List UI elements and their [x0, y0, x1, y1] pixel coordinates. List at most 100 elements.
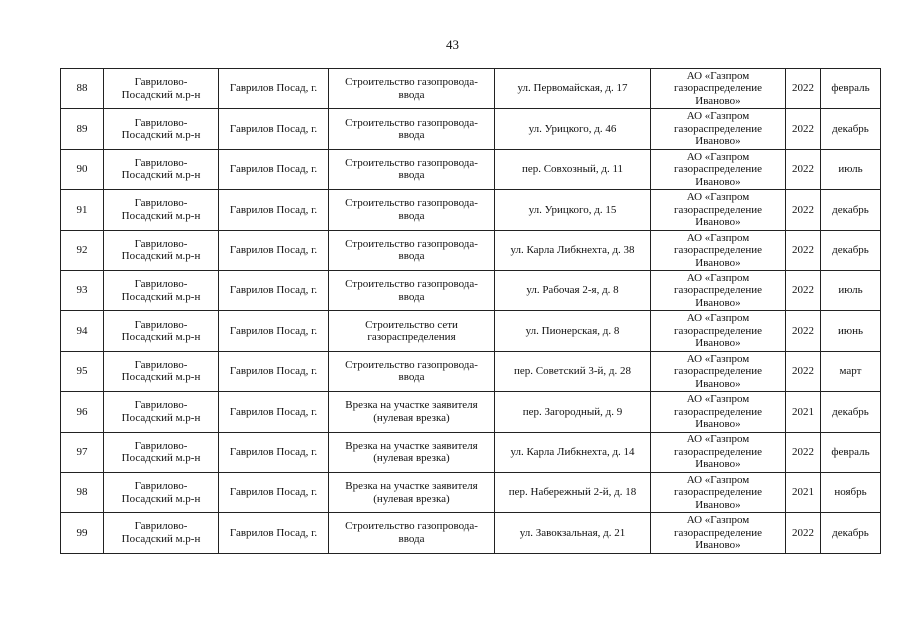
district-cell: Гаврилово- Посадский м.р-н [103, 310, 219, 352]
month-cell: февраль [820, 67, 881, 110]
district-cell: Гаврилово- Посадский м.р-н [103, 471, 219, 514]
organization-cell: АО «Газпром газораспределение Иваново» [650, 229, 786, 271]
row-number: 95 [60, 350, 104, 393]
year-cell: 2022 [785, 269, 821, 312]
month-cell: декабрь [820, 108, 881, 150]
organization-cell: АО «Газпром газораспределение Иваново» [650, 269, 786, 312]
table-row: 92 Гаврилово- Посадский м.р-н Гаврилов Пос… [60, 229, 881, 271]
work-type-cell: Строительство газопровода- ввода [328, 512, 495, 554]
organization-cell: АО «Газпром газораспределение Иваново» [650, 350, 786, 393]
city-cell: Гаврилов Посад, г. [218, 269, 329, 312]
work-type-cell: Строительство газопровода- ввода [328, 67, 495, 110]
district-cell: Гаврилово- Посадский м.р-н [103, 391, 219, 433]
address-cell: ул. Карла Либкнехта, д. 38 [494, 229, 651, 271]
organization-cell: АО «Газпром газораспределение Иваново» [650, 391, 786, 433]
address-cell: ул. Завокзальная, д. 21 [494, 512, 651, 554]
work-type-cell: Строительство сети газораспределения [328, 310, 495, 352]
organization-cell: АО «Газпром газораспределение Иваново» [650, 471, 786, 514]
city-cell: Гаврилов Посад, г. [218, 229, 329, 271]
row-number: 88 [60, 67, 104, 110]
address-cell: ул. Урицкого, д. 46 [494, 108, 651, 150]
table-row: 95 Гаврилово- Посадский м.р-н Гаврилов Пос… [60, 350, 881, 393]
address-cell: пер. Набережный 2-й, д. 18 [494, 471, 651, 514]
address-cell: пер. Советский 3-й, д. 28 [494, 350, 651, 393]
district-cell: Гаврилово- Посадский м.р-н [103, 350, 219, 393]
row-number: 93 [60, 269, 104, 312]
month-cell: декабрь [820, 391, 881, 433]
organization-cell: АО «Газпром газораспределение Иваново» [650, 108, 786, 150]
city-cell: Гаврилов Посад, г. [218, 391, 329, 433]
year-cell: 2022 [785, 67, 821, 110]
district-cell: Гаврилово- Посадский м.р-н [103, 512, 219, 554]
work-type-cell: Строительство газопровода- ввода [328, 229, 495, 271]
city-cell: Гаврилов Посад, г. [218, 471, 329, 514]
table-row: 98 Гаврилово- Посадский м.р-н Гаврилов Пос… [60, 471, 881, 514]
month-cell: март [820, 350, 881, 393]
row-number: 99 [60, 512, 104, 554]
table-row: 99 Гаврилово- Посадский м.р-н Гаврилов Пос… [60, 512, 881, 554]
month-cell: июль [820, 148, 881, 191]
table-row: 96 Гаврилово- Посадский м.р-н Гаврилов Пос… [60, 391, 881, 433]
city-cell: Гаврилов Посад, г. [218, 350, 329, 393]
year-cell: 2022 [785, 108, 821, 150]
city-cell: Гаврилов Посад, г. [218, 108, 329, 150]
work-type-cell: Строительство газопровода- ввода [328, 148, 495, 191]
work-type-cell: Строительство газопровода- ввода [328, 269, 495, 312]
city-cell: Гаврилов Посад, г. [218, 310, 329, 352]
work-type-cell: Строительство газопровода- ввода [328, 350, 495, 393]
work-type-cell: Строительство газопровода- ввода [328, 189, 495, 231]
address-cell: пер. Совхозный, д. 11 [494, 148, 651, 191]
row-number: 91 [60, 189, 104, 231]
work-type-cell: Врезка на участке заявителя (нулевая вре… [328, 431, 495, 473]
city-cell: Гаврилов Посад, г. [218, 67, 329, 110]
year-cell: 2021 [785, 471, 821, 514]
address-cell: ул. Первомайская, д. 17 [494, 67, 651, 110]
work-type-cell: Врезка на участке заявителя (нулевая вре… [328, 471, 495, 514]
table-row: 97 Гаврилово- Посадский м.р-н Гаврилов Пос… [60, 431, 881, 473]
month-cell: декабрь [820, 229, 881, 271]
district-cell: Гаврилово- Посадский м.р-н [103, 229, 219, 271]
table-row: 93 Гаврилово- Посадский м.р-н Гаврилов Пос… [60, 269, 881, 312]
month-cell: декабрь [820, 512, 881, 554]
address-cell: ул. Пионерская, д. 8 [494, 310, 651, 352]
district-cell: Гаврилово- Посадский м.р-н [103, 148, 219, 191]
address-cell: пер. Загородный, д. 9 [494, 391, 651, 433]
gasification-table: 88 Гаврилово- Посадский м.р-н Гаврилов Пос… [60, 67, 881, 554]
year-cell: 2022 [785, 431, 821, 473]
month-cell: июль [820, 269, 881, 312]
row-number: 90 [60, 148, 104, 191]
month-cell: февраль [820, 431, 881, 473]
row-number: 97 [60, 431, 104, 473]
organization-cell: АО «Газпром газораспределение Иваново» [650, 67, 786, 110]
row-number: 98 [60, 471, 104, 514]
table-row: 90 Гаврилово- Посадский м.р-н Гаврилов Пос… [60, 148, 881, 191]
month-cell: июнь [820, 310, 881, 352]
year-cell: 2022 [785, 350, 821, 393]
address-cell: ул. Карла Либкнехта, д. 14 [494, 431, 651, 473]
organization-cell: АО «Газпром газораспределение Иваново» [650, 310, 786, 352]
year-cell: 2022 [785, 148, 821, 191]
table-row: 88 Гаврилово- Посадский м.р-н Гаврилов Пос… [60, 67, 881, 110]
city-cell: Гаврилов Посад, г. [218, 189, 329, 231]
organization-cell: АО «Газпром газораспределение Иваново» [650, 189, 786, 231]
year-cell: 2022 [785, 189, 821, 231]
row-number: 89 [60, 108, 104, 150]
row-number: 92 [60, 229, 104, 271]
city-cell: Гаврилов Посад, г. [218, 148, 329, 191]
district-cell: Гаврилово- Посадский м.р-н [103, 189, 219, 231]
district-cell: Гаврилово- Посадский м.р-н [103, 269, 219, 312]
table-row: 94 Гаврилово- Посадский м.р-н Гаврилов Пос… [60, 310, 881, 352]
table-row: 91 Гаврилово- Посадский м.р-н Гаврилов Пос… [60, 189, 881, 231]
year-cell: 2022 [785, 512, 821, 554]
organization-cell: АО «Газпром газораспределение Иваново» [650, 431, 786, 473]
city-cell: Гаврилов Посад, г. [218, 512, 329, 554]
row-number: 96 [60, 391, 104, 433]
address-cell: ул. Урицкого, д. 15 [494, 189, 651, 231]
city-cell: Гаврилов Посад, г. [218, 431, 329, 473]
district-cell: Гаврилово- Посадский м.р-н [103, 108, 219, 150]
table-row: 89 Гаврилово- Посадский м.р-н Гаврилов Пос… [60, 108, 881, 150]
organization-cell: АО «Газпром газораспределение Иваново» [650, 148, 786, 191]
district-cell: Гаврилово- Посадский м.р-н [103, 431, 219, 473]
year-cell: 2022 [785, 229, 821, 271]
work-type-cell: Врезка на участке заявителя (нулевая вре… [328, 391, 495, 433]
